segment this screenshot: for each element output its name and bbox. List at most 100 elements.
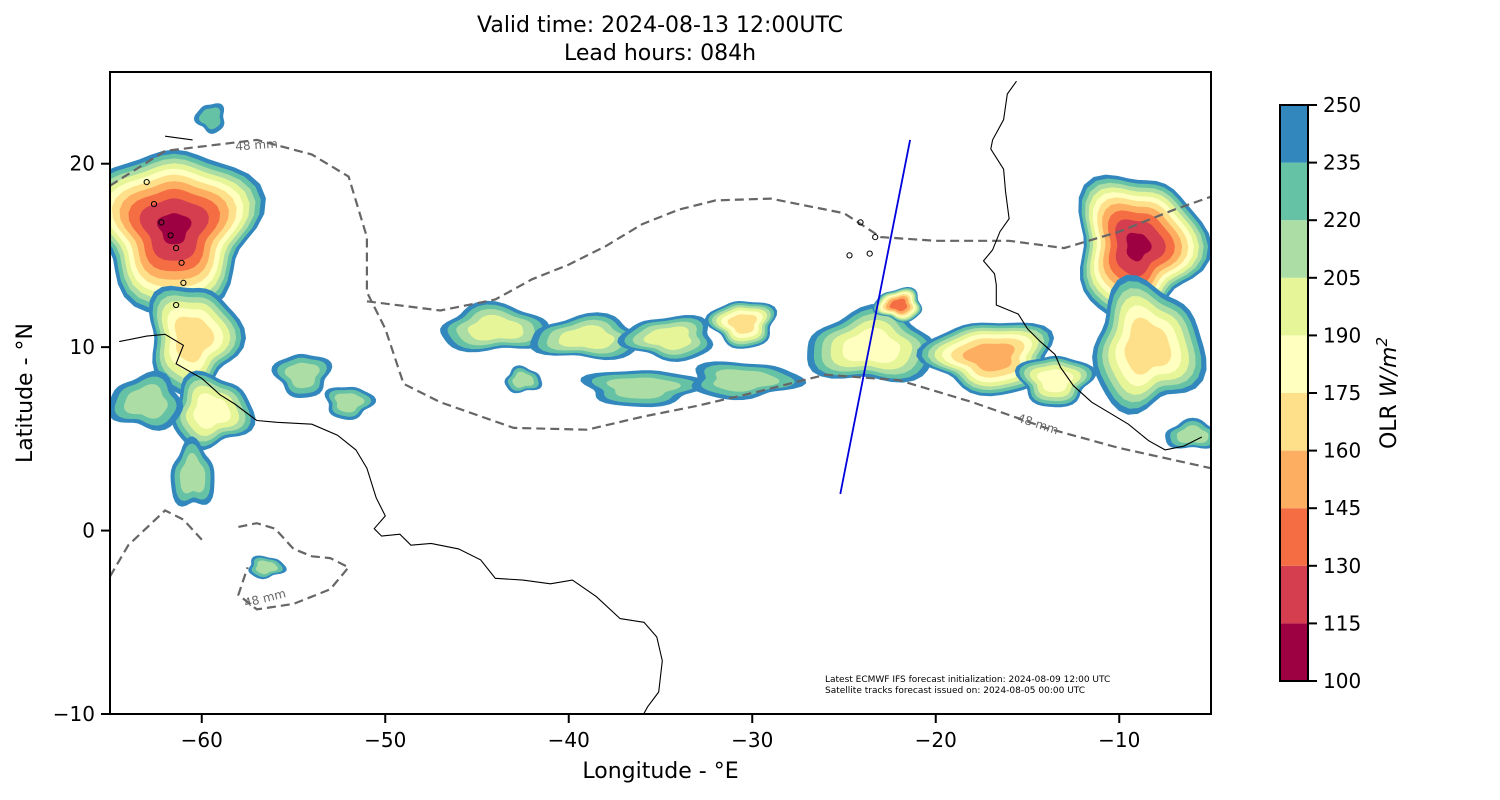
footnote-forecast-init: Latest ECMWF IFS forecast initialization… [825,675,1111,685]
olr-band [179,452,206,494]
olr-band [558,325,615,349]
olr-band [156,213,192,245]
y-tick-label: 10 [70,335,95,359]
precip-contour-line [366,195,1211,312]
colorbar-tick-label: 235 [1323,151,1361,175]
x-axis-label: Longitude - °E [582,759,738,784]
title-lead-hours: Lead hours: 084h [563,41,757,66]
x-tick-label: −20 [915,728,957,752]
x-tick-label: −50 [364,728,406,752]
colorbar-swatch [1280,220,1308,278]
colorbar-swatch [1280,162,1308,221]
olr-cluster [110,149,266,315]
olr-cluster [691,361,807,401]
olr-band [255,560,278,575]
island [167,232,174,239]
x-tick-label: −60 [181,728,223,752]
olr-band [174,316,215,363]
satellite-track [839,139,911,495]
x-tick-label: −40 [548,728,590,752]
colorbar-tick-label: 175 [1323,381,1361,405]
axes: −60 −50 −40 −30 −20 −10 −10 0 10 20 Longitude - °E… [13,152,1140,784]
precip-contour-line [237,522,351,611]
y-tick-label: 20 [70,152,95,176]
olr-band [284,362,320,389]
olr-filled-contours [110,103,1211,580]
olr-cluster [872,286,923,323]
colorbar-swatch [1280,623,1308,681]
colorbar-tick-label: 130 [1323,554,1361,578]
olr-band [889,298,908,312]
olr-cluster [1092,274,1207,415]
island [846,252,853,259]
coastline-segment [165,135,193,141]
olr-cluster [504,365,543,394]
colorbar-tick-label: 160 [1323,439,1361,463]
olr-band [842,327,901,363]
olr-colorbar: 100 115 130 145 160 175 190 205 220 235 250 OLR W/m… [1279,93,1402,693]
coastline-segment [982,80,1203,451]
colorbar-swatch [1280,450,1308,509]
precip-contour-label: 48 mm [235,137,278,154]
title-valid-time: Valid time: 2024-08-13 12:00UTC [477,13,843,38]
olr-band [124,384,168,419]
precip-contour-line [110,138,1211,470]
olr-band [1176,425,1209,443]
colorbar-swatch [1280,393,1308,451]
olr-cluster [704,301,778,349]
olr-band [713,369,780,392]
island [178,259,185,266]
y-axis-label: Latitude - °N [13,323,38,463]
island [173,245,180,252]
colorbar-swatch [1280,335,1308,393]
olr-band [467,314,524,341]
colorbar-tick-label: 220 [1323,208,1361,232]
precip-contour-line [110,509,203,577]
colorbar-tick-label: 100 [1323,669,1361,693]
x-tick-label: −10 [1098,728,1140,752]
olr-cluster [1014,355,1097,408]
olr-cluster [530,312,643,361]
colorbar-label: OLR W/m2 [1373,337,1402,449]
island [857,219,864,226]
coastlines [119,80,1203,714]
colorbar-tick-label: 145 [1323,496,1361,520]
olr-cluster [1165,417,1211,449]
island [180,279,187,286]
satellite-track-line [839,139,911,495]
footnote-track-issue: Satellite tracks forecast issued on: 202… [825,686,1086,696]
olr-cluster [248,555,287,580]
colorbar-swatch [1280,277,1308,336]
island [173,301,180,309]
olr-band [643,326,692,350]
island [872,234,879,241]
colorbar-tick-label: 190 [1323,323,1361,347]
olr-cluster [271,353,333,398]
olr-cluster [1078,174,1211,327]
y-tick-label: −10 [53,702,95,726]
olr-cluster [807,304,936,383]
olr-band [962,343,1015,372]
olr-cluster [194,103,225,134]
olr-band [1124,317,1172,375]
coastline-segment [119,333,663,714]
island [866,250,873,257]
colorbar-tick-label: 205 [1323,266,1361,290]
y-tick-label: 0 [82,519,95,543]
olr-cluster [148,285,246,399]
olr-band [334,393,365,413]
colorbar-tick-label: 250 [1323,93,1361,117]
olr-cluster [324,386,376,420]
plot-frame [109,71,1212,715]
olr-band [199,107,221,130]
olr-band [606,377,682,399]
island [158,219,165,226]
olr-band [1037,369,1074,393]
olr-cluster [170,436,215,507]
colorbar-swatch [1280,565,1308,624]
colorbar-swatch [1280,105,1308,163]
olr-cluster [580,370,710,408]
olr-band [1126,232,1152,262]
olr-cluster [440,300,552,353]
